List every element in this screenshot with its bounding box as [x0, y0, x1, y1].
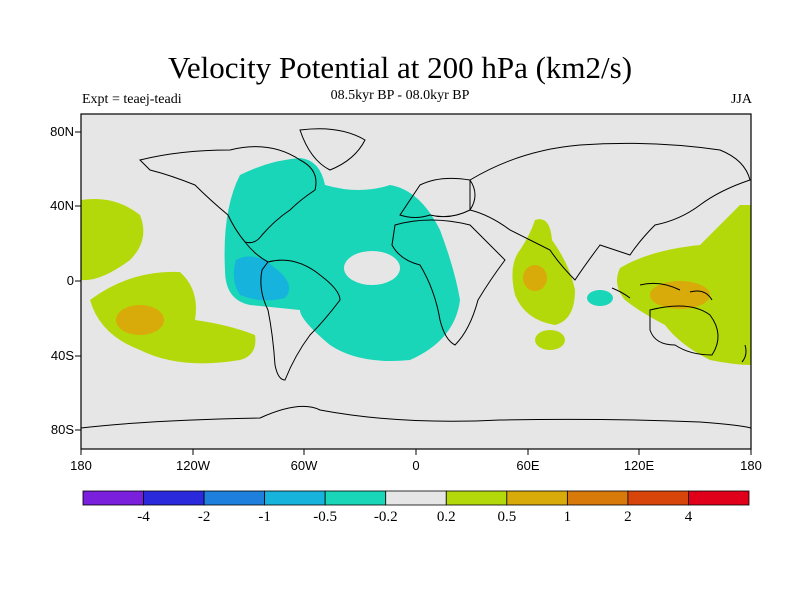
season-label: JJA [730, 92, 752, 107]
colorbar-label: -2 [197, 509, 211, 525]
colorbar-swatch [82, 490, 144, 506]
colorbar-label: 0.2 [436, 509, 456, 525]
anomaly-fields [81, 158, 751, 365]
positive-patch-south-indian [535, 330, 565, 350]
lon-label-120w: 120W [176, 458, 210, 473]
colorbar-swatch [143, 490, 205, 506]
positive-region-north-pacific [81, 199, 144, 281]
lon-label-60w: 60W [290, 458, 318, 473]
lat-ticks [75, 131, 81, 431]
colorbar-swatch [203, 490, 266, 506]
negative-region-atlantic [224, 158, 460, 361]
colorbar-label: -1 [258, 509, 271, 525]
colorbar-label: 0.5 [497, 509, 517, 525]
coastlines [80, 128, 752, 429]
positive-core-south-pacific [116, 305, 164, 335]
colorbar-label: 2 [624, 509, 632, 525]
colorbar-swatch [264, 490, 326, 506]
experiment-label: Expt = teaej-teadi [82, 92, 182, 107]
lon-label-60e: 60E [516, 458, 540, 473]
lon-label-180w: 180 [70, 458, 92, 473]
period-subtitle: 08.5kyr BP - 08.0kyr BP [330, 88, 470, 103]
neutral-gap [344, 251, 400, 285]
colorbar-label: -4 [137, 509, 150, 525]
lat-label-0: 0 [66, 273, 74, 288]
positive-core-arabian-sea [523, 265, 547, 291]
negative-core-south-america [233, 256, 290, 301]
colorbar-swatch [688, 490, 750, 506]
colorbar-label: 4 [684, 509, 693, 525]
colorbar-swatch [445, 490, 508, 506]
lon-label-120e: 120E [623, 458, 655, 473]
colorbar-swatch [506, 490, 568, 506]
lat-label-40s: 40S [50, 348, 74, 363]
colorbar-swatch [566, 490, 629, 506]
lon-ticks [80, 449, 752, 455]
colorbar-swatch [385, 490, 447, 506]
lat-label-80s: 80S [50, 422, 74, 437]
positive-region-south-pacific [90, 271, 256, 364]
lon-label-0: 0 [412, 458, 420, 473]
positive-core-new-guinea [650, 281, 710, 309]
colorbar-label: -0.5 [313, 509, 338, 525]
colorbar-swatch [324, 490, 387, 506]
colorbar-label: 1 [563, 509, 572, 525]
lon-label-180e: 180 [740, 458, 762, 473]
chart-title: Velocity Potential at 200 hPa (km2/s) [167, 50, 633, 85]
lat-label-80n: 80N [50, 124, 74, 139]
colorbar-label: -0.2 [373, 509, 398, 525]
colorbar [82, 490, 750, 506]
lat-label-40n: 40N [50, 198, 74, 213]
negative-patch-indian-ocean [587, 290, 613, 306]
colorbar-swatch [627, 490, 689, 506]
